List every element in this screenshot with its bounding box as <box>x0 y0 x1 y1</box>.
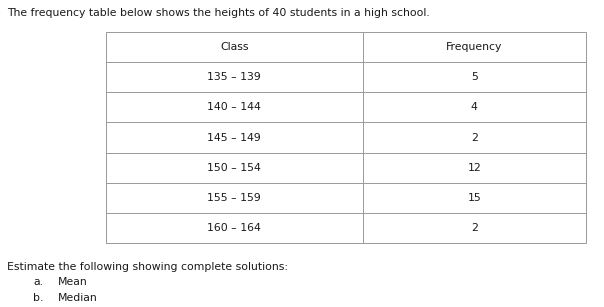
Text: 2: 2 <box>471 133 478 142</box>
Text: Class: Class <box>220 42 248 52</box>
Text: 135 – 139: 135 – 139 <box>207 72 261 82</box>
Bar <box>106 32 586 243</box>
Text: 160 – 164: 160 – 164 <box>207 223 261 233</box>
Text: b.: b. <box>33 293 43 303</box>
Text: 12: 12 <box>467 163 481 173</box>
Text: 150 – 154: 150 – 154 <box>207 163 261 173</box>
Text: 15: 15 <box>467 193 481 203</box>
Text: 155 – 159: 155 – 159 <box>207 193 261 203</box>
Text: Frequency: Frequency <box>446 42 503 52</box>
Text: Mean: Mean <box>57 277 87 287</box>
Text: 5: 5 <box>471 72 478 82</box>
Text: Estimate the following showing complete solutions:: Estimate the following showing complete … <box>7 262 288 272</box>
Text: Median: Median <box>57 293 97 303</box>
Text: 140 – 144: 140 – 144 <box>207 103 261 112</box>
Text: 4: 4 <box>471 103 478 112</box>
Text: a.: a. <box>33 277 43 287</box>
Text: 2: 2 <box>471 223 478 233</box>
Text: 145 – 149: 145 – 149 <box>207 133 261 142</box>
Text: The frequency table below shows the heights of 40 students in a high school.: The frequency table below shows the heig… <box>7 8 430 18</box>
